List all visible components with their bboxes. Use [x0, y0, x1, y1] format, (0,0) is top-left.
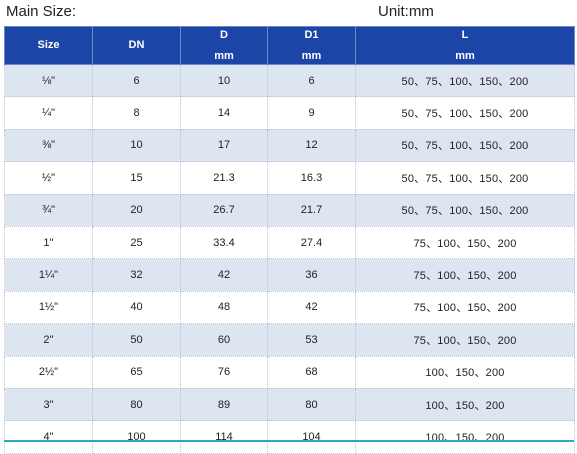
header-l-unit: mm	[455, 49, 475, 62]
header-d-label: D	[220, 28, 228, 41]
table-row: 2'' 50 60 53 75、100、150、200	[4, 323, 575, 357]
table-row: 2½" 65 76 68 100、150、200	[4, 356, 575, 389]
cell-d: 21.3	[180, 161, 268, 195]
cell-d: 89	[180, 388, 268, 422]
cell-d1: 53	[267, 323, 356, 357]
cell-size: ¼"	[4, 96, 93, 130]
cell-d: 114	[180, 420, 268, 454]
cell-dn: 20	[92, 194, 181, 227]
header-d-unit: mm	[214, 49, 234, 62]
table-header-row: Size DN D mm D1 mm L mm	[4, 26, 575, 65]
header-d1-unit: mm	[301, 49, 322, 62]
cell-d1: 27.4	[267, 226, 356, 260]
cell-dn: 10	[92, 129, 181, 163]
main-size-caption: Main Size:	[6, 3, 77, 20]
cell-dn: 15	[92, 161, 181, 195]
cell-size: 1½"	[4, 291, 93, 325]
cell-l: 100、150、200	[355, 356, 575, 389]
header-l: L mm	[355, 26, 575, 65]
table-row: 1'' 25 33.4 27.4 75、100、150、200	[4, 226, 575, 260]
table-row: ¾" 20 26.7 21.7 50、75、100、150、200	[4, 194, 575, 227]
cell-d: 42	[180, 258, 268, 292]
cell-d1: 16.3	[267, 161, 356, 195]
cell-size: ⅛"	[4, 64, 93, 98]
cell-size: 2''	[4, 323, 93, 357]
unit-caption: Unit:mm	[378, 3, 434, 20]
cell-size: 3"	[4, 388, 93, 422]
cell-dn: 65	[92, 356, 181, 389]
cell-d1: 6	[267, 64, 356, 98]
cell-size: 1''	[4, 226, 93, 260]
table-row: 1½" 40 48 42 75、100、150、200	[4, 291, 575, 325]
cell-size: ½"	[4, 161, 93, 195]
cell-size: 4"	[4, 420, 93, 454]
cell-dn: 6	[92, 64, 181, 98]
cell-size: 2½"	[4, 356, 93, 389]
cell-dn: 25	[92, 226, 181, 260]
table-row: 4" 100 114 104 100、150、200	[4, 420, 575, 454]
cell-l: 50、75、100、150、200	[355, 96, 575, 130]
cell-d: 48	[180, 291, 268, 325]
cell-d1: 9	[267, 96, 356, 130]
cell-d: 17	[180, 129, 268, 163]
cell-l: 50、75、100、150、200	[355, 194, 575, 227]
cell-l: 50、75、100、150、200	[355, 64, 575, 98]
cell-size: ¾"	[4, 194, 93, 227]
cell-size: 1¼"	[4, 258, 93, 292]
cell-l: 75、100、150、200	[355, 323, 575, 357]
cell-d: 26.7	[180, 194, 268, 227]
bottom-divider	[4, 440, 574, 442]
header-d1: D1 mm	[267, 26, 356, 65]
cell-size: ⅜"	[4, 129, 93, 163]
cell-d1: 104	[267, 420, 356, 454]
header-dn: DN	[92, 26, 181, 65]
cell-dn: 40	[92, 291, 181, 325]
cell-d1: 68	[267, 356, 356, 389]
cell-d1: 42	[267, 291, 356, 325]
header-size: Size	[4, 26, 93, 65]
cell-d1: 80	[267, 388, 356, 422]
header-l-label: L	[461, 28, 469, 41]
table-row: ½" 15 21.3 16.3 50、75、100、150、200	[4, 161, 575, 195]
cell-l: 75、100、150、200	[355, 226, 575, 260]
cell-l: 75、100、150、200	[355, 258, 575, 292]
cell-dn: 80	[92, 388, 181, 422]
table-row: 1¼" 32 42 36 75、100、150、200	[4, 258, 575, 292]
cell-l: 100、150、200	[355, 420, 575, 454]
spec-sheet: Main Size: Unit:mm Size DN D mm D1 mm L …	[4, 3, 575, 454]
cell-l: 75、100、150、200	[355, 291, 575, 325]
cell-l: 50、75、100、150、200	[355, 161, 575, 195]
cell-d1: 12	[267, 129, 356, 163]
size-table: Size DN D mm D1 mm L mm ⅛" 6 1	[4, 26, 575, 454]
table-row: ⅜" 10 17 12 50、75、100、150、200	[4, 129, 575, 163]
cell-d: 76	[180, 356, 268, 389]
header-d: D mm	[180, 26, 268, 65]
cell-d1: 21.7	[267, 194, 356, 227]
table-row: ⅛" 6 10 6 50、75、100、150、200	[4, 64, 575, 98]
cell-dn: 8	[92, 96, 181, 130]
cell-l: 50、75、100、150、200	[355, 129, 575, 163]
cell-d: 33.4	[180, 226, 268, 260]
table-row: 3" 80 89 80 100、150、200	[4, 388, 575, 422]
header-d1-label: D1	[304, 28, 319, 41]
cell-d: 60	[180, 323, 268, 357]
cell-d1: 36	[267, 258, 356, 292]
cell-l: 100、150、200	[355, 388, 575, 422]
cell-dn: 50	[92, 323, 181, 357]
cell-dn: 100	[92, 420, 181, 454]
cell-dn: 32	[92, 258, 181, 292]
cell-d: 10	[180, 64, 268, 98]
table-row: ¼" 8 14 9 50、75、100、150、200	[4, 96, 575, 130]
cell-d: 14	[180, 96, 268, 130]
